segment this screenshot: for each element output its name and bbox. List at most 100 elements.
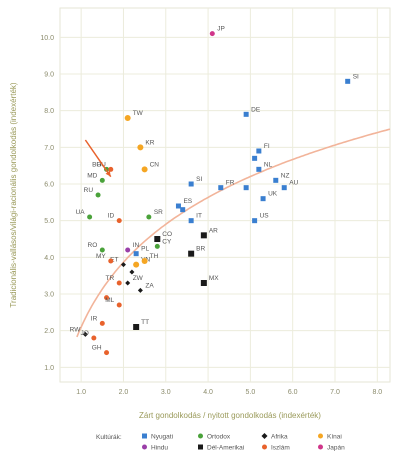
- point-label: FI: [264, 143, 270, 150]
- data-point: [116, 302, 122, 308]
- legend-item: Hindu: [142, 444, 168, 452]
- legend-item: Kínai: [318, 433, 342, 441]
- point-label: ET: [110, 257, 118, 264]
- y-tick-label: 4.0: [44, 255, 54, 262]
- y-tick-label: 7.0: [44, 145, 54, 152]
- y-tick-label: 2.0: [44, 328, 54, 335]
- data-point: [116, 218, 122, 224]
- legend-label: Kínai: [327, 434, 342, 441]
- point-label: KR: [145, 139, 154, 146]
- point-label: ML: [105, 297, 114, 304]
- point-label: TR: [106, 275, 115, 282]
- data-point: [99, 320, 105, 326]
- point-label: UA: [76, 209, 86, 216]
- y-tick-label: 10.0: [40, 35, 54, 42]
- point-label: TH: [150, 253, 159, 260]
- x-tick-label: 5.0: [246, 389, 256, 396]
- y-axis-title: Tradicionális-vallásos/világi-racionális…: [9, 82, 18, 307]
- y-tick-label: 9.0: [44, 72, 54, 79]
- legend-swatch: [198, 444, 203, 450]
- point-label: BG: [92, 161, 101, 168]
- legend-item: Nyugati: [142, 433, 173, 441]
- data-point: [99, 177, 105, 183]
- data-point: [82, 331, 88, 337]
- data-point: [108, 166, 114, 172]
- x-tick-label: 1.0: [76, 389, 86, 396]
- data-point: [137, 144, 144, 151]
- data-point: [209, 31, 215, 37]
- point-label: SI: [196, 176, 202, 183]
- data-point: [200, 232, 207, 239]
- data-point: [218, 185, 224, 191]
- point-label: MY: [96, 253, 106, 260]
- x-tick-label: 4.0: [203, 389, 213, 396]
- data-point: [345, 78, 351, 84]
- data-point: [108, 258, 114, 264]
- data-point: [188, 218, 194, 224]
- data-point: [281, 185, 287, 191]
- legend-title: Kultúrák:: [96, 434, 122, 441]
- legend-label: Nyugati: [151, 434, 173, 441]
- y-tick-label: 5.0: [44, 218, 54, 225]
- data-point: [129, 269, 135, 275]
- point-label: ID: [108, 213, 115, 220]
- point-label: JP: [217, 26, 225, 33]
- y-tick-label: 8.0: [44, 108, 54, 115]
- point-label: GH: [92, 345, 102, 352]
- legend-label: Japán: [327, 445, 345, 452]
- data-point: [154, 236, 161, 242]
- point-label: HU: [96, 161, 106, 168]
- point-label: NZ: [281, 172, 290, 179]
- point-label: PL: [141, 246, 149, 253]
- point-label: DE: [251, 106, 261, 113]
- legend-label: Hindu: [151, 445, 168, 452]
- annotation-arrow: [84, 139, 112, 178]
- data-point: [252, 155, 258, 161]
- legend-label: Iszlám: [271, 445, 290, 452]
- point-label: ZA: [145, 282, 154, 289]
- x-tick-label: 7.0: [330, 389, 340, 396]
- point-label: MX: [209, 275, 219, 282]
- data-point: [133, 261, 140, 268]
- point-label: JO: [81, 330, 89, 337]
- data-point: [120, 262, 126, 268]
- data-point: [256, 148, 262, 154]
- point-label: IT: [196, 213, 202, 220]
- x-axis-title: Zárt gondolkodás / nyitott gondolkodás (…: [139, 411, 321, 420]
- y-tick-label: 1.0: [44, 365, 54, 372]
- data-point: [188, 181, 194, 187]
- plot-frame: [59, 7, 391, 383]
- trendline: [76, 128, 391, 338]
- point-label: AU: [289, 180, 298, 187]
- data-point: [87, 214, 93, 220]
- data-point: [99, 247, 105, 253]
- arrow-head: [105, 170, 111, 177]
- point-label: IN: [133, 242, 140, 249]
- data-point: [243, 185, 249, 191]
- point-label: IR: [91, 315, 98, 322]
- data-point: [124, 115, 131, 121]
- trendline-curve: [76, 128, 391, 338]
- data-point: [133, 324, 140, 330]
- data-point: [180, 207, 186, 213]
- x-tick-label: 6.0: [288, 389, 298, 396]
- legend-label: Dél-Amerikai: [207, 445, 244, 452]
- data-point: [104, 295, 110, 301]
- data-point: [243, 111, 249, 117]
- point-label: ES: [183, 198, 192, 205]
- y-tick-label: 3.0: [44, 292, 54, 299]
- legend-item: Afrika: [261, 433, 288, 441]
- data-point: [260, 196, 266, 202]
- legend-item: Dél-Amerikai: [198, 444, 244, 452]
- data-point: [256, 166, 262, 172]
- point-label: UK: [268, 191, 278, 198]
- legend-swatch: [142, 444, 147, 450]
- data-point: [273, 177, 279, 183]
- data-point: [154, 243, 160, 249]
- point-label: CO: [162, 231, 172, 238]
- x-tick-label: 2.0: [119, 389, 129, 396]
- legend-swatch: [262, 444, 267, 450]
- legend: Kultúrák: Nyugati Hindu Ortodox Dél-Amerikai…: [96, 433, 345, 452]
